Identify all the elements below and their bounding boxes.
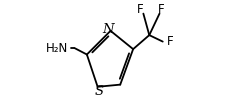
Text: N: N: [102, 23, 114, 36]
Text: F: F: [158, 3, 165, 16]
Text: S: S: [94, 85, 103, 98]
Text: F: F: [167, 35, 174, 48]
Text: H₂N: H₂N: [46, 42, 69, 54]
Text: F: F: [137, 3, 143, 16]
